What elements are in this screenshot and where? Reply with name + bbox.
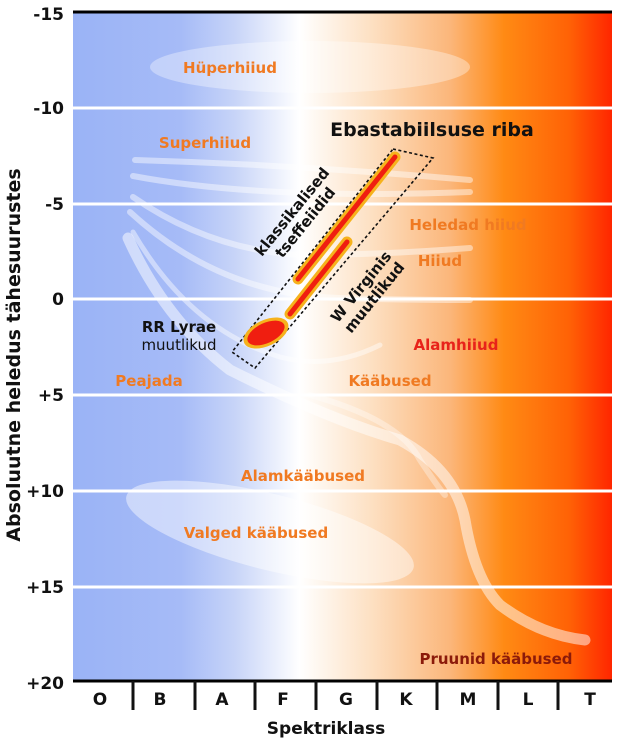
w-virginis-band [284, 236, 353, 320]
y-tick: -15 [33, 5, 64, 25]
x-tick-B: B [154, 690, 167, 710]
x-tick-F: F [277, 690, 289, 710]
x-axis-label: Spektriklass [267, 719, 385, 739]
rr-lyrae-label-2: muutlikud [141, 336, 216, 354]
white-dwarf-region [126, 480, 414, 584]
y-tick: 0 [52, 290, 64, 310]
x-tick-T: T [584, 690, 596, 710]
y-tick: +20 [26, 674, 64, 694]
diagram-title: Ebastabiilsuse riba [330, 119, 534, 141]
label-brown-dwarfs: Pruunid kääbused [419, 650, 572, 668]
y-tick: -10 [33, 99, 64, 119]
main-sequence-band [122, 232, 591, 646]
cepheid-band [292, 151, 401, 285]
subdwarf-band [307, 392, 448, 498]
label-subgiants: Alamhiiud [414, 336, 499, 354]
instability-strip-box [230, 148, 435, 370]
class-dividers [131, 681, 560, 710]
y-axis-label: Absoluutne heledus tähesuurustes [3, 168, 25, 541]
x-tick-A: A [215, 690, 229, 710]
plot-area [73, 12, 612, 681]
label-giants: Hiiud [418, 252, 462, 270]
y-tick: +15 [26, 578, 64, 598]
label-hypergiants: Hüperhiiud [183, 59, 277, 77]
label-main-sequence: Peajada [115, 372, 182, 390]
x-tick-O: O [93, 690, 107, 710]
y-tick: +5 [38, 386, 64, 406]
rr-lyrae-label-1: RR Lyrae [142, 318, 216, 336]
y-tick: +10 [26, 482, 64, 502]
x-tick-G: G [339, 690, 353, 710]
hypergiant-region [150, 41, 470, 93]
label-dwarfs: Kääbused [348, 372, 431, 390]
x-tick-M: M [460, 690, 477, 710]
rr-lyrae-blob [243, 317, 289, 349]
x-tick-L: L [523, 690, 534, 710]
label-supergiants: Superhiiud [159, 134, 251, 152]
gridlines [73, 106, 612, 589]
x-tick-K: K [399, 690, 413, 710]
y-tick: -5 [45, 195, 64, 215]
label-white-dwarfs: Valged kääbused [184, 524, 328, 542]
label-bright-giants: Heledad hiiud [409, 216, 526, 234]
label-subdwarfs: Alamkääbused [241, 467, 365, 485]
